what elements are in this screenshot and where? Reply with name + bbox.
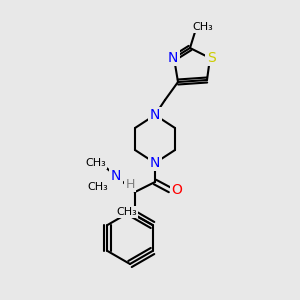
Text: N: N xyxy=(168,51,178,65)
Text: N: N xyxy=(111,169,121,183)
Text: N: N xyxy=(150,108,160,122)
Text: S: S xyxy=(207,51,215,65)
Text: CH₃: CH₃ xyxy=(193,22,213,32)
Text: N: N xyxy=(150,156,160,170)
Text: O: O xyxy=(172,183,182,197)
Text: CH₃: CH₃ xyxy=(88,182,108,192)
Text: H: H xyxy=(125,178,135,190)
Text: CH₃: CH₃ xyxy=(85,158,106,168)
Text: CH₃: CH₃ xyxy=(116,207,137,217)
